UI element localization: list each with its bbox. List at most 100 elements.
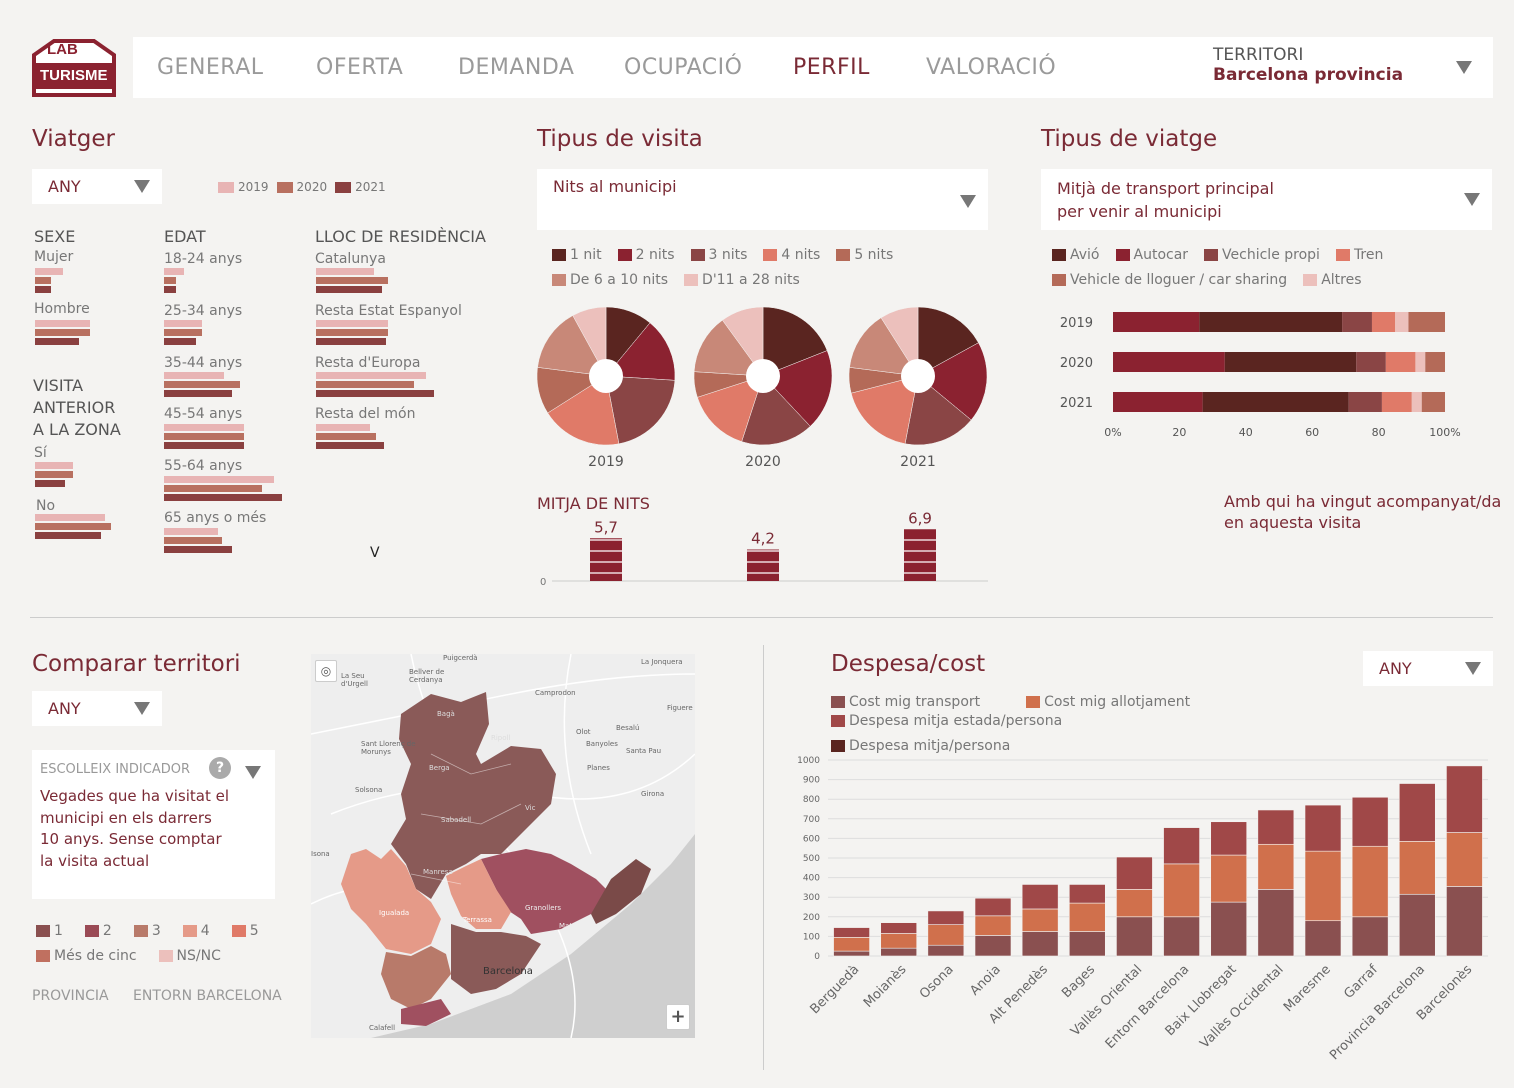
despesa-bar-4-0[interactable] — [1021, 931, 1059, 957]
transport-legend-item-2[interactable]: Vechicle propi — [1204, 247, 1320, 263]
despesa-bar-2-1[interactable] — [927, 924, 965, 946]
despesa-bar-7-1[interactable] — [1163, 863, 1200, 918]
despesa-legend-item-2[interactable]: Despesa mitja estada/persona — [831, 713, 1062, 729]
nits-legend-item-2[interactable]: 3 nits — [690, 247, 747, 263]
despesa-bar-13-0[interactable] — [1446, 886, 1483, 957]
nits-legend-item-3[interactable]: 4 nits — [763, 247, 820, 263]
despesa-bar-12-1[interactable] — [1398, 841, 1436, 895]
nits-legend-item-6[interactable]: D'11 a 28 nits — [684, 272, 800, 288]
despesa-bar-3-2[interactable] — [974, 897, 1012, 917]
despesa-bar-6-2[interactable] — [1116, 856, 1153, 890]
despesa-bar-9-1[interactable] — [1257, 843, 1295, 890]
despesa-bar-1-0[interactable] — [880, 947, 918, 957]
transport-seg-2-1[interactable] — [1202, 392, 1349, 412]
logo[interactable]: LAB TURISME — [32, 37, 120, 97]
transport-seg-0-3[interactable] — [1371, 312, 1396, 332]
despesa-bar-5-1[interactable] — [1068, 902, 1106, 932]
mitja-bar-1[interactable] — [747, 549, 779, 582]
despesa-bar-11-1[interactable] — [1351, 845, 1389, 918]
despesa-bar-10-1[interactable] — [1304, 850, 1342, 922]
nav-demanda[interactable]: DEMANDA — [458, 55, 575, 80]
help-icon[interactable]: ? — [209, 757, 231, 779]
despesa-bar-1-1[interactable] — [880, 933, 918, 949]
comparar-legend-item-1[interactable]: 2 — [84, 923, 112, 939]
comparar-legend-item-0[interactable]: 1 — [36, 923, 63, 939]
transport-legend-item-3[interactable]: Tren — [1335, 247, 1383, 263]
comparar-legend-item-6[interactable]: NS/NC — [158, 948, 221, 964]
map-zoom-in-button[interactable]: + — [666, 1004, 690, 1030]
despesa-bar-0-2[interactable] — [833, 927, 870, 938]
despesa-bar-7-2[interactable] — [1163, 827, 1200, 865]
despesa-bar-2-2[interactable] — [927, 910, 965, 925]
despesa-bar-5-2[interactable] — [1068, 884, 1106, 904]
transport-legend-item-0[interactable]: Avió — [1052, 247, 1100, 263]
despesa-bar-4-1[interactable] — [1021, 908, 1059, 932]
despesa-legend-item-1[interactable]: Cost mig allotjament — [1026, 694, 1190, 710]
despesa-bar-6-1[interactable] — [1116, 889, 1153, 918]
nits-legend-item-0[interactable]: 1 nit — [552, 247, 602, 263]
transport-seg-1-3[interactable] — [1385, 352, 1416, 372]
tab-provincia[interactable]: PROVINCIA — [32, 988, 109, 1004]
mitja-bar-2[interactable] — [904, 529, 936, 581]
pie-2019-slice-6[interactable] — [572, 306, 607, 377]
transport-seg-0-4[interactable] — [1395, 312, 1409, 332]
despesa-legend-item-0[interactable]: Cost mig transport — [831, 694, 980, 710]
nav-ocupacio[interactable]: OCUPACIÓ — [624, 55, 743, 80]
transport-legend-item-1[interactable]: Autocar — [1115, 247, 1188, 263]
despesa-bar-0-0[interactable] — [833, 950, 870, 957]
despesa-legend-item-3[interactable]: Despesa mitja/persona — [831, 738, 1010, 754]
viatger-year-select[interactable]: ANY — [32, 169, 162, 204]
comparar-legend-item-2[interactable]: 3 — [133, 923, 161, 939]
nits-legend-item-1[interactable]: 2 nits — [617, 247, 675, 263]
territory-selector[interactable]: TERRITORI Barcelona provincia — [1213, 45, 1483, 91]
despesa-bar-12-2[interactable] — [1398, 783, 1436, 842]
despesa-bar-5-0[interactable] — [1068, 931, 1106, 957]
transport-seg-1-0[interactable] — [1113, 352, 1225, 372]
tab-entorn-barcelona[interactable]: ENTORN BARCELONA — [133, 988, 282, 1004]
transport-seg-2-0[interactable] — [1113, 392, 1203, 412]
indicator-select[interactable]: ESCOLLEIX INDICADOR ? Vegades que ha vis… — [32, 750, 275, 899]
nits-legend-item-4[interactable]: 5 nits — [836, 247, 893, 263]
despesa-bar-9-0[interactable] — [1257, 889, 1295, 957]
map-region-anoia[interactable] — [341, 849, 441, 954]
despesa-bar-3-1[interactable] — [974, 915, 1012, 936]
despesa-bar-6-0[interactable] — [1116, 916, 1153, 957]
comparar-legend-item-5[interactable]: Més de cinc — [36, 948, 137, 964]
transport-seg-2-2[interactable] — [1348, 392, 1382, 412]
nav-valoracio[interactable]: VALORACIÓ — [926, 55, 1057, 80]
despesa-bar-12-0[interactable] — [1398, 893, 1436, 957]
map-region-bergueda-osona[interactable] — [391, 692, 556, 899]
despesa-bar-13-1[interactable] — [1446, 832, 1483, 887]
despesa-bar-1-2[interactable] — [880, 922, 918, 934]
map-region-alt-penedes[interactable] — [381, 946, 451, 1009]
transport-select[interactable]: Mitjà de transport principal per venir a… — [1041, 169, 1492, 230]
despesa-bar-4-2[interactable] — [1021, 884, 1059, 910]
transport-seg-1-4[interactable] — [1415, 352, 1426, 372]
despesa-bar-8-2[interactable] — [1210, 821, 1248, 856]
despesa-bar-7-0[interactable] — [1163, 916, 1200, 957]
despesa-bar-11-2[interactable] — [1351, 796, 1389, 847]
despesa-bar-0-1[interactable] — [833, 937, 870, 952]
map[interactable]: Puigcerdà La Jonquera Bellver de Cerdany… — [311, 654, 695, 1038]
despesa-bar-8-0[interactable] — [1210, 901, 1248, 957]
nits-legend-item-5[interactable]: De 6 a 10 nits — [552, 272, 668, 288]
mitja-bar-0[interactable] — [590, 538, 622, 581]
map-region-maresme[interactable] — [591, 859, 651, 924]
despesa-bar-11-0[interactable] — [1351, 916, 1389, 957]
map-locate-icon[interactable]: ◎ — [315, 660, 337, 682]
transport-seg-0-2[interactable] — [1342, 312, 1372, 332]
despesa-bar-8-1[interactable] — [1210, 854, 1248, 903]
transport-seg-0-5[interactable] — [1408, 312, 1445, 332]
transport-seg-1-5[interactable] — [1425, 352, 1445, 372]
transport-seg-0-0[interactable] — [1113, 312, 1200, 332]
despesa-bar-13-2[interactable] — [1446, 765, 1483, 833]
despesa-bar-10-0[interactable] — [1304, 920, 1342, 957]
map-region-barcelones[interactable] — [451, 924, 541, 994]
map-region-valles-occidental[interactable] — [446, 859, 511, 929]
comparar-legend-item-3[interactable]: 4 — [182, 923, 210, 939]
nav-oferta[interactable]: OFERTA — [316, 55, 404, 80]
comparar-legend-item-4[interactable]: 5 — [231, 923, 259, 939]
pie-2021-slice-6[interactable] — [880, 306, 919, 377]
nav-perfil[interactable]: PERFIL — [793, 55, 870, 80]
despesa-bar-10-2[interactable] — [1304, 804, 1342, 852]
